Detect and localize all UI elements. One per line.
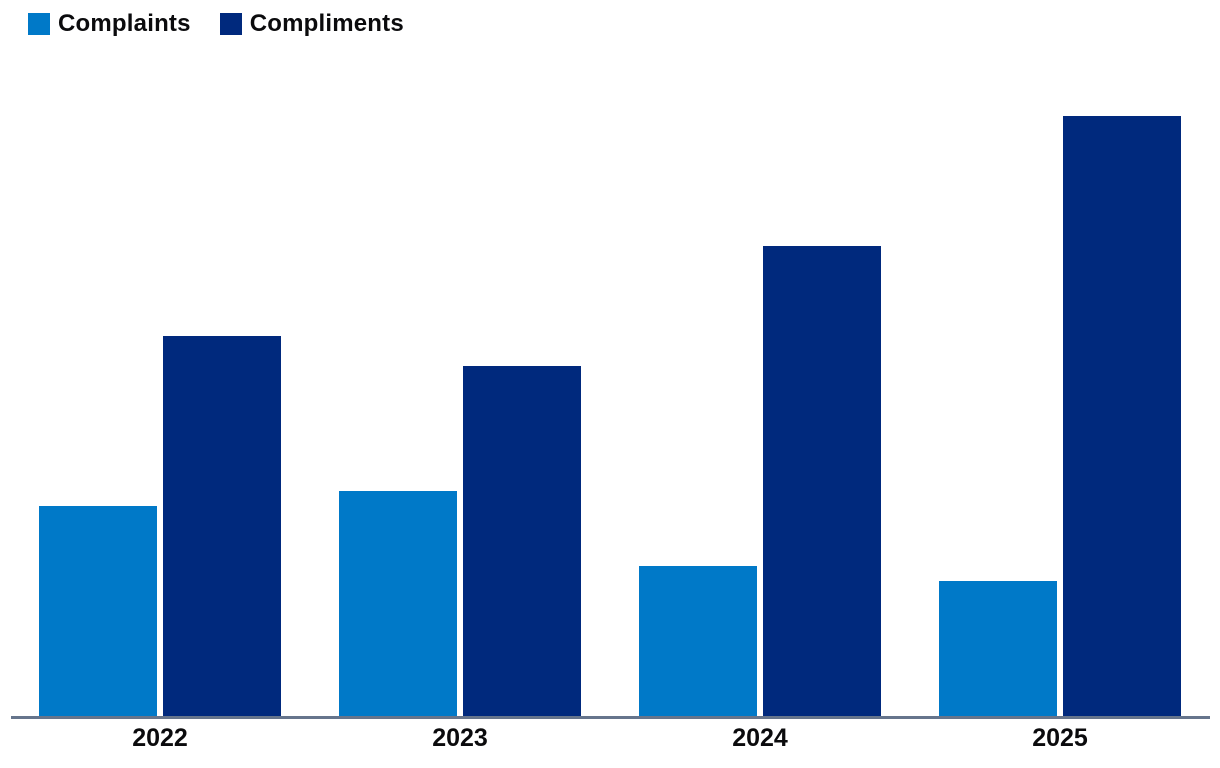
bar-complaints-2023[interactable] bbox=[339, 491, 457, 716]
bar-compliments-2025[interactable] bbox=[1063, 116, 1181, 716]
legend-swatch-icon bbox=[219, 13, 242, 35]
plot-area bbox=[0, 76, 1220, 716]
x-tick-label-2023: 2023 bbox=[432, 724, 488, 752]
x-axis-line bbox=[11, 716, 1210, 719]
bar-compliments-2023[interactable] bbox=[463, 366, 581, 716]
x-tick-label-2022: 2022 bbox=[132, 724, 188, 752]
legend-label: Complaints bbox=[58, 10, 191, 37]
bar-complaints-2025[interactable] bbox=[939, 581, 1057, 716]
x-axis-labels: 2022 2023 2024 2025 bbox=[0, 724, 1220, 759]
legend-label: Compliments bbox=[249, 10, 404, 37]
x-tick-label-2025: 2025 bbox=[1032, 724, 1088, 752]
bar-complaints-2024[interactable] bbox=[639, 566, 757, 716]
x-tick-label-2024: 2024 bbox=[732, 724, 788, 752]
chart-legend: Complaints Compliments bbox=[28, 12, 404, 36]
bar-compliments-2022[interactable] bbox=[163, 336, 281, 716]
legend-item-complaints[interactable]: Complaints bbox=[28, 12, 191, 36]
legend-item-compliments[interactable]: Compliments bbox=[219, 10, 404, 37]
legend-swatch-icon bbox=[28, 13, 50, 35]
bar-complaints-2022[interactable] bbox=[39, 506, 157, 716]
bar-compliments-2024[interactable] bbox=[763, 246, 881, 716]
